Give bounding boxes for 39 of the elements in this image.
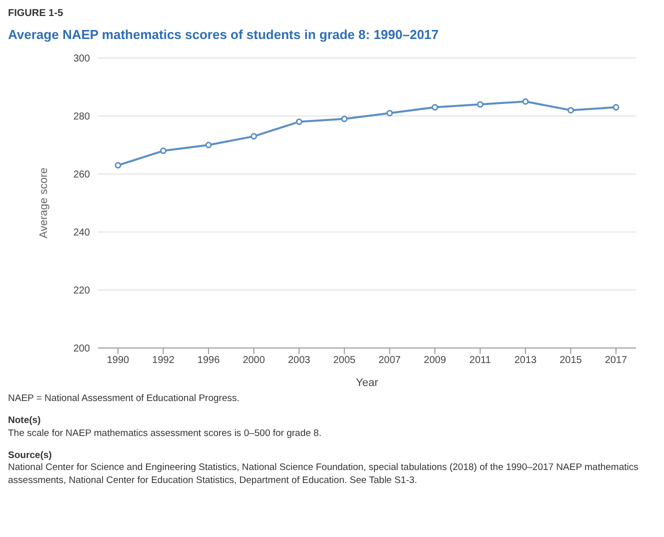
point: [386, 110, 393, 116]
point: [612, 104, 620, 111]
point: [250, 133, 258, 140]
x-tick-label: 1992: [152, 355, 175, 366]
text: National Center for Science and Engineering Statistics, National Science Foundation, special tabulations (2018) of the 1990–2017 NAEP mathematics assessments, National Center for Education Statistics, Department of Education. See Table S1-3.: [8, 462, 640, 488]
y-tick-label: 240: [73, 228, 90, 239]
x-tick-label: 2005: [333, 355, 356, 366]
point: [160, 148, 167, 154]
point: [522, 98, 529, 105]
text: Note(s): [8, 415, 42, 428]
y-axis-title: Average score: [38, 168, 50, 238]
y-tick-label: 300: [73, 54, 90, 65]
x-tick-label: 2017: [604, 355, 628, 366]
text: The scale for NAEP mathematics assessment scores is 0–500 for grade 8.: [8, 428, 322, 440]
x-axis-title: Year: [356, 377, 378, 389]
x-tick-label: 1996: [197, 355, 220, 366]
point: [114, 162, 122, 169]
x-tick-label: 2013: [514, 355, 538, 366]
point: [567, 106, 574, 114]
point: [476, 101, 484, 108]
y-tick-label: 220: [73, 286, 90, 297]
x-tick-label: 2009: [424, 355, 446, 366]
text: NAEP = National Assessment of Educational Progress.: [8, 393, 240, 406]
y-tick-label: 200: [73, 344, 90, 355]
caption: FIGURE 1-5: [8, 8, 64, 19]
x-tick-label: 2015: [560, 355, 582, 366]
x-tick-label: 2003: [288, 355, 311, 366]
point: [341, 116, 348, 122]
x-tick-label: 2000: [242, 355, 266, 366]
y-tick-label: 260: [73, 170, 90, 181]
point: [296, 118, 302, 126]
chart-title: Average NAEP mathematics scores of students in grade 8: 1990–2017: [8, 27, 440, 42]
point: [205, 142, 212, 148]
x-tick-label: 2007: [378, 355, 402, 366]
source-note: Source(s): [8, 450, 53, 462]
y-tick-label: 280: [73, 112, 90, 123]
x-tick-label: 1990: [106, 355, 130, 366]
point: [432, 104, 438, 111]
x-tick-label: 2011: [469, 355, 492, 366]
